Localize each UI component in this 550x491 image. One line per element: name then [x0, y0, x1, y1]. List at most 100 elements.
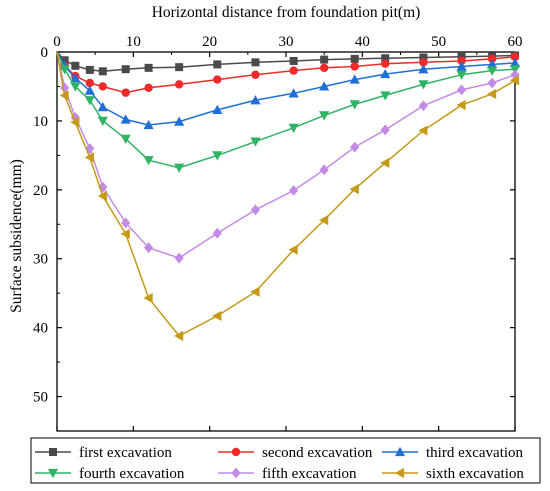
y-tick-label: 20: [33, 183, 48, 199]
data-point-fourth-excavation: [250, 137, 261, 147]
data-point-first-excavation: [71, 61, 80, 70]
data-point-sixth-excavation: [456, 99, 466, 111]
series-line-sixth-excavation: [56, 51, 516, 337]
data-point-fourth-excavation: [288, 123, 299, 133]
data-point-fourth-excavation: [487, 66, 498, 76]
data-point-fifth-excavation: [418, 100, 428, 112]
x-tick-label: 0: [53, 34, 61, 50]
legend-marker: [49, 448, 57, 456]
data-point-fourth-excavation: [174, 163, 185, 173]
data-point-fifth-excavation: [456, 84, 467, 96]
legend: first excavation second excavation third e…: [30, 437, 541, 484]
data-point-fifth-excavation: [487, 77, 497, 89]
data-point-sixth-excavation: [59, 90, 69, 101]
data-point-sixth-excavation: [120, 228, 130, 240]
data-point-sixth-excavation: [288, 244, 298, 255]
data-point-fourth-excavation: [59, 65, 70, 75]
data-point-third-excavation: [143, 119, 154, 130]
legend-box: [30, 437, 541, 484]
data-point-second-excavation: [289, 66, 298, 75]
data-point-third-excavation: [509, 57, 521, 68]
x-tick-label: 50: [431, 34, 446, 50]
data-point-third-excavation: [456, 61, 467, 71]
data-point-second-excavation: [487, 54, 497, 64]
legend-label: second excavation: [262, 445, 373, 461]
data-point-fifth-excavation: [380, 124, 390, 136]
legend-marker: [231, 447, 241, 457]
legend-item-fourth-excavation: fourth excavation: [35, 466, 185, 482]
data-point-sixth-excavation: [84, 152, 94, 163]
legend-label: third excavation: [426, 445, 524, 461]
data-point-sixth-excavation: [250, 286, 260, 297]
data-point-fourth-excavation: [456, 70, 467, 80]
data-point-fourth-excavation: [349, 100, 360, 110]
data-point-first-excavation: [419, 53, 428, 62]
x-tick-label: 60: [508, 34, 523, 50]
data-point-fourth-excavation: [380, 91, 391, 101]
legend-marker: [394, 467, 405, 479]
legend-item-fifth-excavation: fifth excavation: [218, 466, 357, 482]
data-point-third-excavation: [97, 102, 108, 112]
data-point-fourth-excavation: [120, 134, 131, 144]
data-point-second-excavation: [174, 80, 184, 89]
data-point-second-excavation: [510, 52, 520, 62]
series-line-third-excavation: [56, 51, 516, 126]
data-point-second-excavation: [350, 62, 359, 71]
plot-area: 0 10 20 30 40 50 60 0 10 20 30 40 50: [33, 34, 523, 432]
legend-label: sixth excavation: [426, 466, 524, 482]
data-point-fourth-excavation: [212, 151, 223, 161]
data-point-fifth-excavation: [319, 164, 329, 176]
data-point-fourth-excavation: [70, 82, 81, 92]
y-tick-label: 50: [33, 390, 48, 406]
data-point-second-excavation: [251, 70, 260, 79]
data-point-first-excavation: [213, 60, 222, 69]
x-tick-label: 40: [355, 34, 370, 50]
legend-label: fifth excavation: [262, 466, 357, 482]
x-axis-title: Horizontal distance from foundation pit(…: [152, 4, 421, 21]
data-point-sixth-excavation: [509, 75, 520, 86]
data-point-fifth-excavation: [212, 227, 222, 239]
data-point-fourth-excavation: [97, 116, 108, 127]
data-point-third-excavation: [349, 74, 360, 84]
data-point-fifth-excavation: [250, 204, 261, 216]
legend-item-first-excavation: first excavation: [35, 445, 172, 461]
y-tick-label: 10: [33, 114, 48, 130]
data-point-fifth-excavation: [98, 181, 108, 193]
data-point-second-excavation: [85, 78, 95, 88]
series-first-excavation: [56, 51, 519, 76]
legend-marker: [47, 468, 59, 479]
data-point-first-excavation: [289, 56, 298, 65]
legend-marker: [231, 467, 241, 479]
legend-item-second-excavation: second excavation: [218, 445, 373, 461]
data-point-fifth-excavation: [510, 69, 520, 81]
data-point-fourth-excavation: [143, 156, 154, 166]
data-point-second-excavation: [213, 75, 222, 84]
data-point-first-excavation: [320, 55, 329, 64]
y-tick-label: 30: [33, 252, 48, 268]
data-point-fifth-excavation: [350, 141, 360, 153]
legend-label: fourth excavation: [79, 466, 185, 482]
data-point-sixth-excavation: [143, 292, 153, 304]
data-point-third-excavation: [84, 85, 95, 95]
data-point-second-excavation: [98, 82, 108, 91]
data-point-second-excavation: [419, 58, 428, 67]
series-sixth-excavation: [56, 51, 520, 342]
data-point-first-excavation: [85, 65, 94, 74]
y-tick-label: 40: [33, 321, 48, 337]
data-point-first-excavation: [60, 56, 69, 65]
x-tick-label: 30: [279, 34, 294, 50]
data-point-sixth-excavation: [487, 88, 497, 100]
data-point-third-excavation: [120, 114, 131, 124]
legend-marker: [394, 446, 406, 457]
data-point-second-excavation: [319, 63, 329, 73]
data-point-first-excavation: [251, 58, 260, 67]
data-point-sixth-excavation: [212, 310, 222, 322]
data-point-third-excavation: [487, 59, 498, 69]
data-point-third-excavation: [288, 88, 299, 98]
data-point-fifth-excavation: [144, 242, 154, 254]
y-axis-title: Surface subsidence(mm): [8, 159, 25, 313]
data-point-sixth-excavation: [174, 330, 184, 342]
data-point-third-excavation: [319, 81, 330, 91]
data-point-third-excavation: [250, 95, 261, 105]
